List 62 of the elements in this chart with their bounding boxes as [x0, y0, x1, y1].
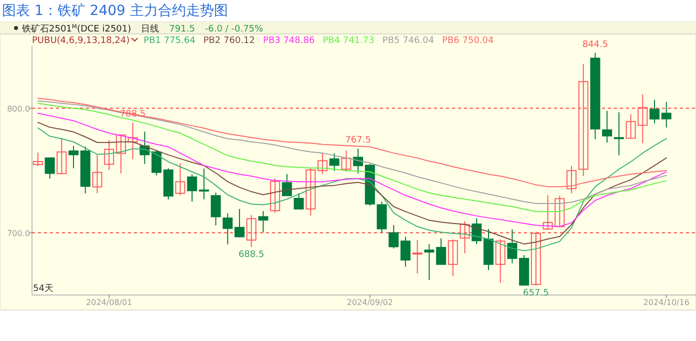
annotation: 844.5 — [582, 40, 608, 50]
x-tick-label: 2024/08/01 — [86, 298, 132, 307]
y-tick-label: 700.0 — [7, 228, 30, 238]
text: PB6 750.04 — [442, 36, 494, 46]
candlestick — [210, 192, 221, 226]
candlestick — [329, 152, 340, 172]
annotation: 767.5 — [345, 136, 371, 146]
candlestick — [56, 138, 67, 175]
candlestick — [104, 139, 114, 170]
candlestick — [530, 231, 541, 286]
legend-title: PUBU(4,6,9,13,18,24) — [32, 36, 130, 46]
annotation: 688.5 — [238, 250, 264, 260]
chart-title: 图表 1：铁矿 2409 主力合约走势图 — [2, 3, 228, 19]
candlestick — [649, 99, 660, 124]
candlestick — [460, 220, 470, 254]
candlestick — [578, 63, 588, 176]
candlestick — [495, 238, 506, 284]
annotation: 54天 — [33, 283, 54, 294]
text: PB1 775.64 — [144, 36, 196, 46]
candlestick — [44, 157, 55, 180]
candlestick — [116, 134, 126, 174]
text: 铁矿石2501$^{M}$(DCE i2501) — [21, 24, 132, 34]
candlestick — [341, 150, 352, 172]
text: PB2 760.12 — [203, 36, 256, 46]
x-tick-label: 2024/09/02 — [346, 298, 393, 307]
candlestick — [388, 224, 399, 249]
candlestick — [602, 110, 612, 144]
candlestick — [32, 152, 43, 167]
candlestick — [128, 122, 138, 160]
text: PB4 741.73 — [322, 36, 374, 46]
text: PB5 746.04 — [382, 36, 434, 46]
candlestick — [424, 244, 434, 281]
x-tick-label: 2024/10/16 — [643, 298, 690, 307]
candlestick — [412, 240, 422, 274]
candlestick — [187, 174, 198, 202]
candlestick — [258, 210, 268, 233]
candlestick — [614, 112, 624, 156]
text: 日线 — [141, 24, 160, 34]
candlestick — [661, 101, 672, 128]
candlestick — [246, 214, 256, 248]
candlestick — [436, 238, 446, 265]
candlestick — [282, 173, 292, 196]
candlestick — [294, 192, 304, 210]
candlestick — [68, 145, 79, 169]
candlestick — [270, 178, 280, 214]
text: 791.5 — [169, 24, 195, 34]
y-tick-label: 800.0 — [7, 104, 30, 114]
text: PB3 748.86 — [263, 36, 315, 46]
candlestick — [151, 149, 162, 176]
candlestick — [198, 168, 209, 200]
candlestick — [222, 212, 233, 245]
candlestick — [566, 166, 577, 194]
text: -6.0 / -0.75% — [204, 24, 264, 34]
candlestick — [175, 162, 186, 196]
candlestick — [400, 236, 411, 268]
candlestick — [306, 168, 316, 216]
candlestick — [448, 238, 458, 277]
candlestick — [317, 152, 328, 174]
candlestick — [92, 154, 102, 194]
annotation: 657.5 — [523, 288, 549, 299]
candlestick — [234, 208, 245, 238]
candlestick — [507, 228, 518, 264]
